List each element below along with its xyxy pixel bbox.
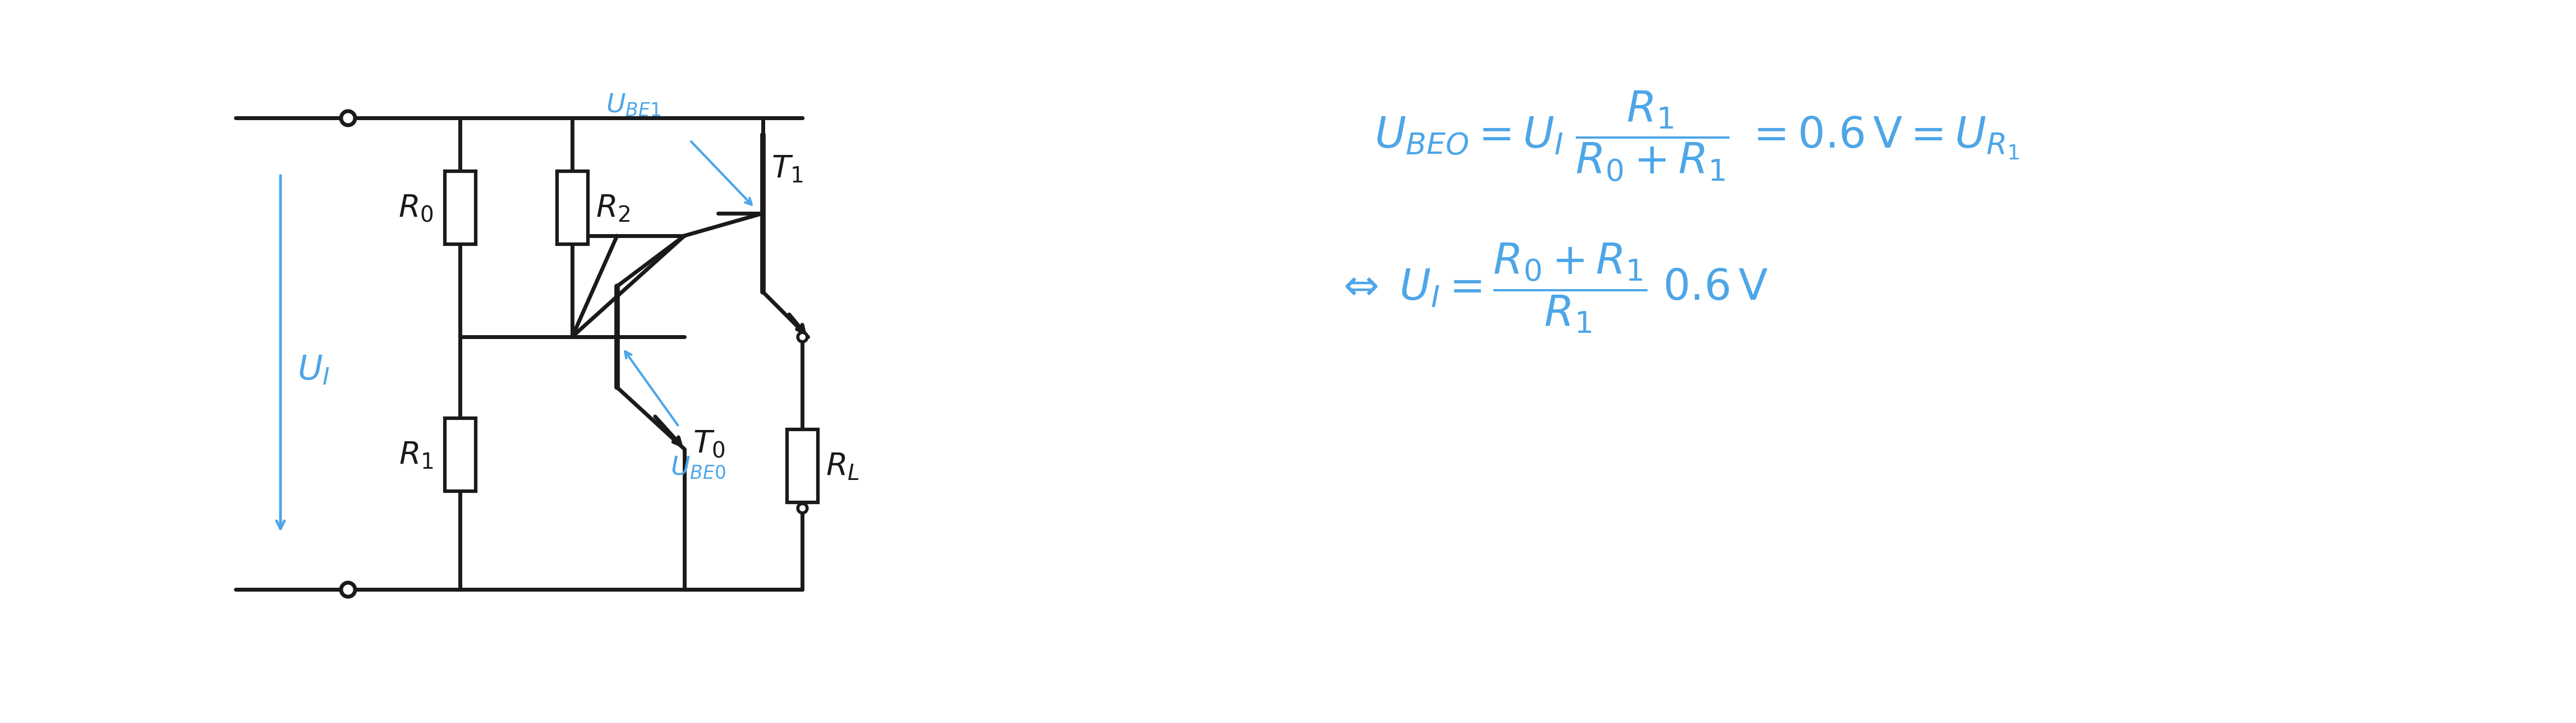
Text: $\Leftrightarrow \; U_I = \dfrac{R_0+R_1}{R_1} \; 0.6\,\mathrm{V}$: $\Leftrightarrow \; U_I = \dfrac{R_0+R_1… xyxy=(1334,241,1767,335)
Text: $T_1$: $T_1$ xyxy=(770,153,804,183)
Bar xyxy=(556,171,587,244)
Text: $R_L$: $R_L$ xyxy=(827,451,860,481)
Text: $T_0$: $T_0$ xyxy=(693,429,726,458)
Bar xyxy=(446,418,477,491)
Text: $U_{BE1}$: $U_{BE1}$ xyxy=(605,93,662,118)
Text: $U_{BEO} = U_I \; \dfrac{R_1}{R_0+R_1} \; = 0.6\,\mathrm{V} = U_{R_1}$: $U_{BEO} = U_I \; \dfrac{R_1}{R_0+R_1} \… xyxy=(1376,90,2020,183)
Text: $R_1$: $R_1$ xyxy=(399,440,433,469)
Text: $U_{BE0}$: $U_{BE0}$ xyxy=(670,455,726,480)
Bar xyxy=(446,171,477,244)
Text: $R_0$: $R_0$ xyxy=(399,193,433,223)
Bar xyxy=(786,429,817,502)
Text: $R_2$: $R_2$ xyxy=(595,193,631,223)
Text: $U_I$: $U_I$ xyxy=(296,354,330,387)
